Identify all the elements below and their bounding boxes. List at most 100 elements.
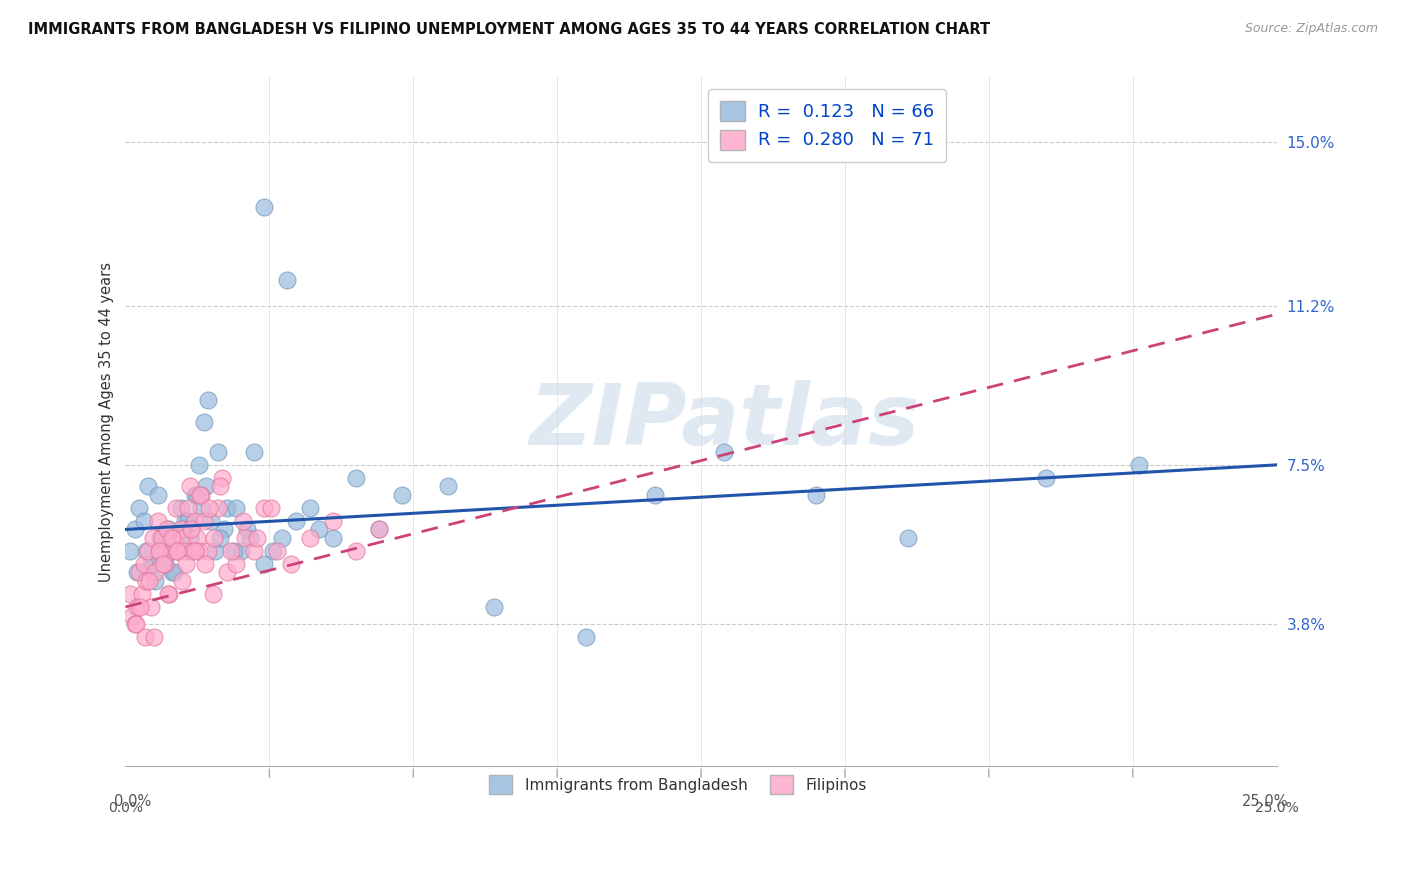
Point — [139, 599, 162, 614]
Point — [190, 500, 212, 515]
Point — [148, 544, 170, 558]
Point — [120, 544, 142, 558]
Point — [207, 500, 229, 515]
Point — [183, 514, 205, 528]
Text: 0.0%: 0.0% — [114, 794, 152, 809]
Point — [146, 514, 169, 528]
Point — [153, 557, 176, 571]
Point — [165, 500, 187, 515]
Point — [298, 531, 321, 545]
Point — [174, 557, 197, 571]
Point — [262, 544, 284, 558]
Point — [149, 544, 172, 558]
Point — [198, 500, 221, 515]
Text: Source: ZipAtlas.com: Source: ZipAtlas.com — [1244, 22, 1378, 36]
Point — [139, 557, 162, 571]
Point — [246, 531, 269, 545]
Point — [176, 500, 198, 515]
Point — [146, 488, 169, 502]
Point — [172, 523, 194, 537]
Text: ZIPatlas: ZIPatlas — [529, 380, 920, 463]
Point — [188, 458, 211, 472]
Point — [482, 599, 505, 614]
Point — [135, 544, 157, 558]
Point — [156, 523, 179, 537]
Point — [197, 393, 219, 408]
Point — [176, 514, 198, 528]
Y-axis label: Unemployment Among Ages 35 to 44 years: Unemployment Among Ages 35 to 44 years — [100, 262, 114, 582]
Text: 0.0%: 0.0% — [108, 801, 143, 814]
Point — [266, 544, 288, 558]
Point — [131, 587, 153, 601]
Point — [179, 479, 201, 493]
Point — [276, 273, 298, 287]
Point — [308, 523, 330, 537]
Point — [201, 587, 224, 601]
Text: 25.0%: 25.0% — [1254, 801, 1299, 814]
Point — [229, 544, 252, 558]
Point — [166, 544, 188, 558]
Point — [243, 544, 266, 558]
Point — [157, 587, 180, 601]
Point — [188, 488, 211, 502]
Point — [179, 531, 201, 545]
Point — [128, 566, 150, 580]
Point — [125, 566, 148, 580]
Point — [211, 471, 233, 485]
Point — [225, 500, 247, 515]
Point — [239, 531, 262, 545]
Point — [222, 544, 245, 558]
Point — [225, 557, 247, 571]
Point — [344, 544, 367, 558]
Point — [121, 608, 143, 623]
Point — [436, 479, 458, 493]
Point — [180, 523, 202, 537]
Point — [713, 445, 735, 459]
Point — [128, 500, 150, 515]
Point — [806, 488, 828, 502]
Point — [644, 488, 666, 502]
Point — [132, 514, 155, 528]
Point — [181, 544, 204, 558]
Point — [200, 514, 222, 528]
Point — [897, 531, 920, 545]
Point — [221, 544, 243, 558]
Point — [193, 514, 215, 528]
Point — [156, 587, 179, 601]
Point — [181, 544, 204, 558]
Point — [138, 544, 160, 558]
Point — [186, 488, 208, 502]
Point — [184, 544, 207, 558]
Point — [174, 514, 197, 528]
Point — [129, 599, 152, 614]
Point — [170, 523, 193, 537]
Point — [157, 523, 180, 537]
Point — [1035, 471, 1057, 485]
Point — [193, 415, 215, 429]
Point — [1128, 458, 1150, 472]
Point — [138, 574, 160, 588]
Point — [233, 531, 256, 545]
Point — [156, 531, 179, 545]
Point — [163, 566, 186, 580]
Point — [214, 523, 236, 537]
Point — [367, 523, 389, 537]
Point — [170, 500, 193, 515]
Point — [125, 599, 148, 614]
Point — [190, 488, 212, 502]
Point — [143, 630, 166, 644]
Text: 25.0%: 25.0% — [1241, 794, 1288, 809]
Point — [160, 544, 183, 558]
Point — [204, 544, 226, 558]
Point — [202, 531, 225, 545]
Point — [197, 544, 219, 558]
Point — [124, 523, 146, 537]
Point — [124, 617, 146, 632]
Point — [236, 523, 259, 537]
Point — [145, 566, 167, 580]
Point — [207, 445, 229, 459]
Point — [167, 544, 190, 558]
Point — [194, 557, 217, 571]
Point — [152, 557, 174, 571]
Point — [215, 566, 238, 580]
